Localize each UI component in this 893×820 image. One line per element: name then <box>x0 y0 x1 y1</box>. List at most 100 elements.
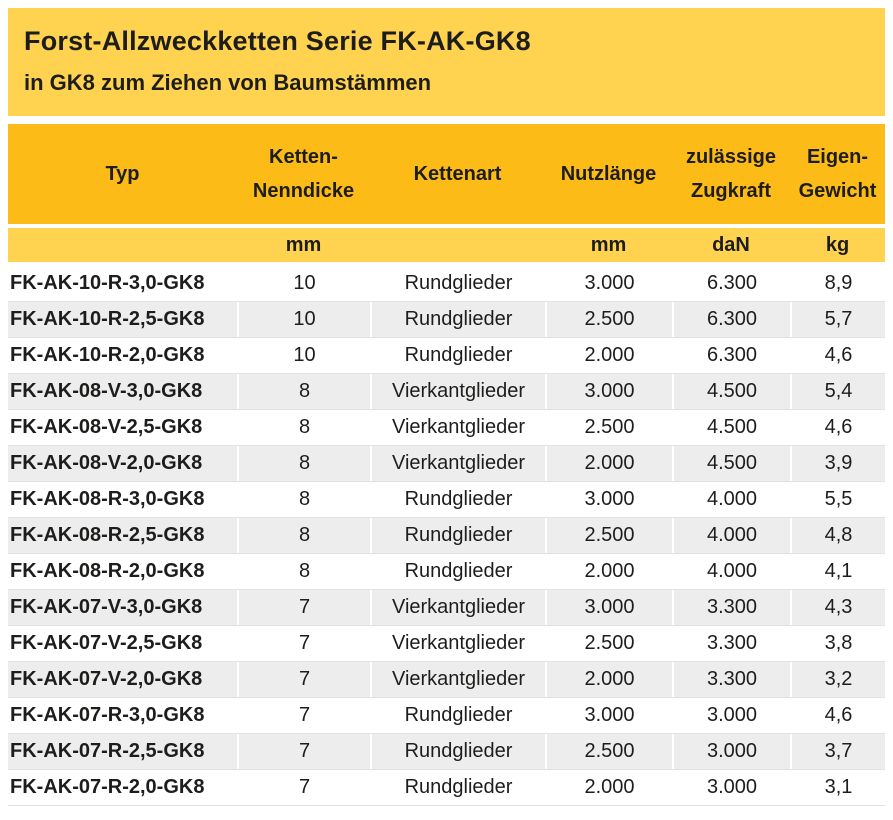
cell-kettenart: Vierkantglieder <box>370 410 545 445</box>
table-row: FK-AK-08-R-2,5-GK8 8 Rundglieder 2.500 4… <box>8 518 885 554</box>
cell-nenndicke: 10 <box>237 266 370 301</box>
column-header-line: Nenndicke <box>252 180 355 202</box>
cell-nenndicke: 8 <box>237 482 370 517</box>
cell-zugkraft: 3.000 <box>672 770 790 805</box>
cell-kettenart: Rundglieder <box>370 266 545 301</box>
table-row: FK-AK-07-V-2,5-GK8 7 Vierkantglieder 2.5… <box>8 626 885 662</box>
cell-nenndicke: 8 <box>237 554 370 589</box>
column-header-kettenart: Kettenart <box>370 124 545 224</box>
cell-zugkraft: 4.500 <box>672 374 790 409</box>
cell-typ: FK-AK-10-R-3,0-GK8 <box>10 272 205 294</box>
cell-zugkraft: 6.300 <box>672 266 790 301</box>
cell-zugkraft: 3.000 <box>672 734 790 769</box>
cell-nutzlaenge: 2.500 <box>545 734 672 769</box>
cell-nutzlaenge: 2.500 <box>545 302 672 337</box>
column-header-line: Ketten- <box>269 146 338 168</box>
column-header-line: Nutzlänge <box>560 163 657 185</box>
table-row: FK-AK-07-R-2,0-GK8 7 Rundglieder 2.000 3… <box>8 770 885 806</box>
cell-kettenart: Rundglieder <box>370 518 545 553</box>
cell-nutzlaenge: 2.000 <box>545 554 672 589</box>
cell-typ: FK-AK-08-R-3,0-GK8 <box>10 488 205 510</box>
cell-zugkraft: 3.300 <box>672 590 790 625</box>
cell-kettenart: Rundglieder <box>370 554 545 589</box>
cell-typ: FK-AK-07-V-2,5-GK8 <box>10 632 203 654</box>
table-row: FK-AK-08-R-3,0-GK8 8 Rundglieder 3.000 4… <box>8 482 885 518</box>
cell-nenndicke: 7 <box>237 698 370 733</box>
cell-nutzlaenge: 2.500 <box>545 518 672 553</box>
cell-gewicht: 5,7 <box>790 302 885 337</box>
cell-zugkraft: 4.000 <box>672 518 790 553</box>
column-header-line: zulässige <box>685 146 777 168</box>
cell-gewicht: 3,8 <box>790 626 885 661</box>
cell-nenndicke: 8 <box>237 518 370 553</box>
cell-nenndicke: 7 <box>237 662 370 697</box>
cell-gewicht: 5,5 <box>790 482 885 517</box>
cell-gewicht: 3,7 <box>790 734 885 769</box>
cell-typ: FK-AK-08-R-2,5-GK8 <box>10 524 205 546</box>
cell-gewicht: 4,3 <box>790 590 885 625</box>
cell-typ: FK-AK-08-V-2,5-GK8 <box>10 416 203 438</box>
cell-gewicht: 5,4 <box>790 374 885 409</box>
table-row: FK-AK-07-R-3,0-GK8 7 Rundglieder 3.000 3… <box>8 698 885 734</box>
column-header-zugkraft: zulässige Zugkraft <box>672 124 790 224</box>
table-row: FK-AK-08-V-2,5-GK8 8 Vierkantglieder 2.5… <box>8 410 885 446</box>
cell-typ: FK-AK-07-R-3,0-GK8 <box>10 704 205 726</box>
cell-nutzlaenge: 2.000 <box>545 662 672 697</box>
table-row: FK-AK-07-R-2,5-GK8 7 Rundglieder 2.500 3… <box>8 734 885 770</box>
table-row: FK-AK-07-V-3,0-GK8 7 Vierkantglieder 3.0… <box>8 590 885 626</box>
cell-zugkraft: 4.500 <box>672 446 790 481</box>
cell-kettenart: Rundglieder <box>370 698 545 733</box>
unit-cell-typ <box>8 228 237 262</box>
cell-gewicht: 4,6 <box>790 338 885 373</box>
cell-nutzlaenge: 2.000 <box>545 446 672 481</box>
cell-nenndicke: 7 <box>237 770 370 805</box>
cell-nutzlaenge: 2.000 <box>545 770 672 805</box>
cell-zugkraft: 3.000 <box>672 698 790 733</box>
unit-cell-nenndicke: mm <box>285 233 322 256</box>
cell-nutzlaenge: 2.500 <box>545 626 672 661</box>
cell-kettenart: Vierkantglieder <box>370 626 545 661</box>
cell-kettenart: Rundglieder <box>370 770 545 805</box>
cell-kettenart: Vierkantglieder <box>370 590 545 625</box>
table-row: FK-AK-08-V-3,0-GK8 8 Vierkantglieder 3.0… <box>8 374 885 410</box>
cell-kettenart: Vierkantglieder <box>370 662 545 697</box>
cell-nenndicke: 8 <box>237 446 370 481</box>
table-row: FK-AK-07-V-2,0-GK8 7 Vierkantglieder 2.0… <box>8 662 885 698</box>
cell-gewicht: 4,1 <box>790 554 885 589</box>
table-row: FK-AK-10-R-3,0-GK8 10 Rundglieder 3.000 … <box>8 266 885 302</box>
cell-kettenart: Vierkantglieder <box>370 446 545 481</box>
cell-nutzlaenge: 3.000 <box>545 590 672 625</box>
cell-nenndicke: 8 <box>237 374 370 409</box>
cell-nenndicke: 10 <box>237 338 370 373</box>
title-block: Forst-Allzweckketten Serie FK-AK-GK8 in … <box>8 8 885 116</box>
column-header-line: Kettenart <box>413 163 502 185</box>
cell-zugkraft: 6.300 <box>672 338 790 373</box>
cell-nutzlaenge: 2.000 <box>545 338 672 373</box>
cell-typ: FK-AK-08-V-3,0-GK8 <box>10 380 203 402</box>
cell-kettenart: Rundglieder <box>370 338 545 373</box>
table-header-row: Typ Ketten- Nenndicke Kettenart Nutzläng… <box>8 124 885 224</box>
cell-typ: FK-AK-10-R-2,5-GK8 <box>10 308 205 330</box>
cell-kettenart: Rundglieder <box>370 302 545 337</box>
cell-typ: FK-AK-10-R-2,0-GK8 <box>10 344 205 366</box>
column-header-line: Zugkraft <box>691 180 771 202</box>
cell-kettenart: Vierkantglieder <box>370 374 545 409</box>
table-row: FK-AK-08-R-2,0-GK8 8 Rundglieder 2.000 4… <box>8 554 885 590</box>
unit-cell-zugkraft: daN <box>712 233 750 256</box>
cell-zugkraft: 4.000 <box>672 554 790 589</box>
unit-cell-kettenart <box>370 228 545 262</box>
unit-cell-nutzlaenge: mm <box>590 233 627 256</box>
cell-nenndicke: 10 <box>237 302 370 337</box>
page-subtitle: in GK8 zum Ziehen von Baumstämmen <box>24 70 432 95</box>
cell-zugkraft: 3.300 <box>672 662 790 697</box>
cell-nenndicke: 8 <box>237 410 370 445</box>
cell-zugkraft: 4.000 <box>672 482 790 517</box>
table-row: FK-AK-10-R-2,0-GK8 10 Rundglieder 2.000 … <box>8 338 885 374</box>
cell-typ: FK-AK-07-R-2,5-GK8 <box>10 740 205 762</box>
table-row: FK-AK-10-R-2,5-GK8 10 Rundglieder 2.500 … <box>8 302 885 338</box>
column-header-nenndicke: Ketten- Nenndicke <box>237 124 370 224</box>
cell-gewicht: 3,9 <box>790 446 885 481</box>
cell-gewicht: 4,6 <box>790 410 885 445</box>
cell-nutzlaenge: 3.000 <box>545 266 672 301</box>
cell-gewicht: 3,1 <box>790 770 885 805</box>
